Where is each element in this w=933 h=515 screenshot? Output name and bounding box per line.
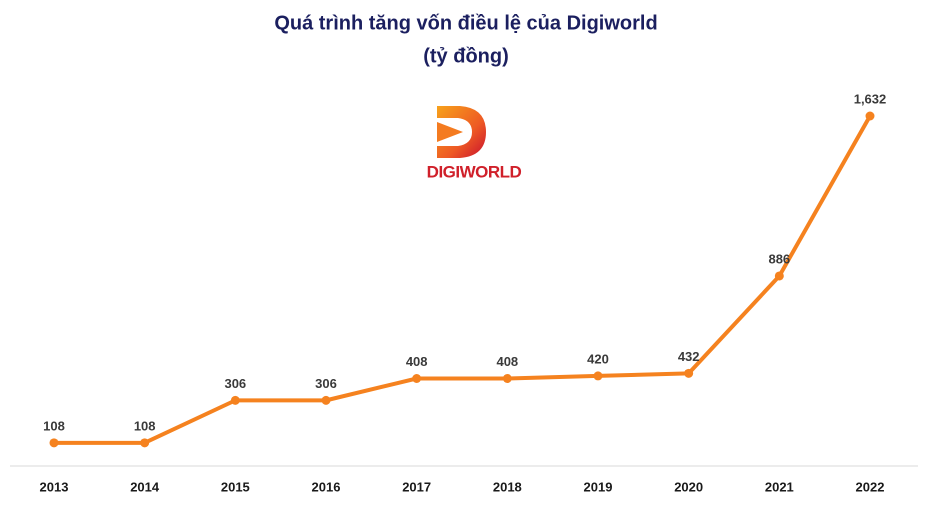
point <box>502 374 512 383</box>
x-tick-label: 2015 <box>221 479 250 494</box>
x-tick-label: 2018 <box>493 479 522 494</box>
x-tick-label: 2020 <box>674 479 703 494</box>
point <box>321 395 331 405</box>
value-label: 108 <box>43 418 65 433</box>
chart-title: Quá trình tăng vốn điều lệ của Digiworld <box>274 12 657 34</box>
value-label: 1,632 <box>854 91 887 106</box>
x-tick-label: 2019 <box>584 479 613 494</box>
point <box>140 438 150 448</box>
logo-text: DIGIWORLD <box>427 162 522 181</box>
logo: DIGIWORLD <box>427 106 522 181</box>
point <box>412 374 422 383</box>
value-label: 432 <box>678 349 700 364</box>
line <box>54 115 872 445</box>
point <box>684 368 694 378</box>
value-label: 108 <box>134 418 156 433</box>
x-tick-label: 2016 <box>312 479 341 494</box>
logo-icon <box>437 106 486 158</box>
x-tick-label: 2021 <box>765 479 794 494</box>
point <box>49 438 59 448</box>
point <box>865 111 875 121</box>
value-label: 306 <box>315 376 337 391</box>
value-label: 408 <box>406 354 428 369</box>
chart-subtitle: (tỷ đồng) <box>423 45 509 67</box>
value-label: 306 <box>224 376 246 391</box>
value-label: 420 <box>587 351 609 366</box>
x-tick-label: 2014 <box>130 479 160 494</box>
point <box>230 395 240 405</box>
value-label: 886 <box>768 251 790 266</box>
x-tick-label: 2013 <box>40 479 69 494</box>
x-tick-label: 2017 <box>402 479 431 494</box>
point <box>593 371 603 381</box>
x-tick-label: 2022 <box>856 479 885 494</box>
value-label: 408 <box>496 354 518 369</box>
logo-icon <box>437 122 463 142</box>
point <box>774 271 784 281</box>
